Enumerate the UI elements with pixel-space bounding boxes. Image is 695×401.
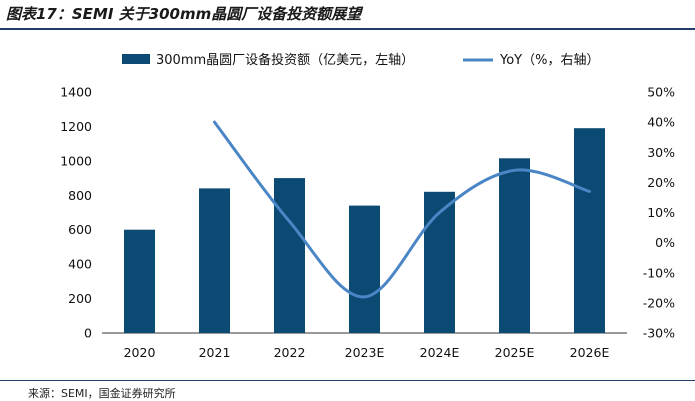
left-tick-label: 400 <box>68 257 92 272</box>
x-tick-label: 2026E <box>570 345 610 360</box>
bar-2024e <box>424 191 455 333</box>
right-tick-label: 10% <box>647 205 675 220</box>
x-tick-label: 2023E <box>345 345 385 360</box>
left-tick-label: 1200 <box>60 119 92 134</box>
legend-bar-label: 300mm晶圆厂设备投资额（亿美元，左轴） <box>156 52 414 68</box>
right-tick-label: 20% <box>647 175 675 190</box>
right-tick-label: 50% <box>647 85 675 100</box>
title-rule <box>0 28 695 30</box>
yoy-line <box>213 120 591 299</box>
figure-title: 图表17：SEMI 关于300mm晶圆厂设备投资额展望 <box>6 5 362 23</box>
left-tick-label: 600 <box>68 222 92 237</box>
bar-2025e <box>499 158 530 333</box>
x-axis-ticks: 2020 2021 2022 2023E 2024E 2025E 2026E <box>124 345 610 360</box>
x-tick-label: 2024E <box>420 345 460 360</box>
left-tick-label: 1000 <box>60 153 92 168</box>
legend: 300mm晶圆厂设备投资额（亿美元，左轴） YoY（%，右轴） <box>122 52 599 68</box>
right-tick-label: -30% <box>643 326 675 341</box>
x-tick-label: 2022 <box>274 345 306 360</box>
legend-bar-swatch <box>122 54 150 64</box>
x-tick-label: 2020 <box>124 345 156 360</box>
left-tick-label: 200 <box>68 291 92 306</box>
x-tick-label: 2025E <box>495 345 535 360</box>
right-tick-label: 30% <box>647 145 675 160</box>
right-tick-label: -10% <box>643 265 675 280</box>
left-tick-label: 1400 <box>60 85 92 100</box>
right-tick-label: 0% <box>655 235 675 250</box>
right-tick-label: 40% <box>647 115 675 130</box>
bar-series <box>124 128 605 333</box>
source-note: 来源：SEMI，国金证券研究所 <box>28 387 176 400</box>
right-tick-label: -20% <box>643 295 675 310</box>
left-tick-label: 800 <box>68 188 92 203</box>
footer-rule <box>0 380 695 381</box>
bar-2020 <box>124 229 155 333</box>
legend-line-label: YoY（%，右轴） <box>499 53 599 68</box>
bar-2023e <box>349 205 380 333</box>
chart-area: 300mm晶圆厂设备投资额（亿美元，左轴） YoY（%，右轴） 0 200 400 6… <box>60 52 675 360</box>
right-axis-ticks: -30% -20% -10% 0% 10% 20% 30% 40% 50% <box>643 85 675 341</box>
bar-2021 <box>199 188 230 333</box>
left-tick-label: 0 <box>84 326 92 341</box>
x-tick-label: 2021 <box>199 345 231 360</box>
bar-2026e <box>574 128 605 333</box>
bar-2022 <box>274 178 305 333</box>
left-axis-ticks: 0 200 400 600 800 1000 1200 1400 <box>60 85 92 341</box>
